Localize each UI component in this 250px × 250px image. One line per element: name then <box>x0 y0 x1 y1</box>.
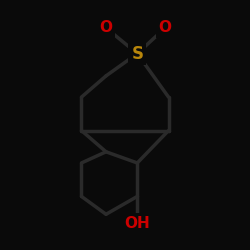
Text: OH: OH <box>124 216 150 231</box>
Text: O: O <box>100 20 112 36</box>
Text: S: S <box>131 44 143 62</box>
Text: O: O <box>159 20 172 36</box>
